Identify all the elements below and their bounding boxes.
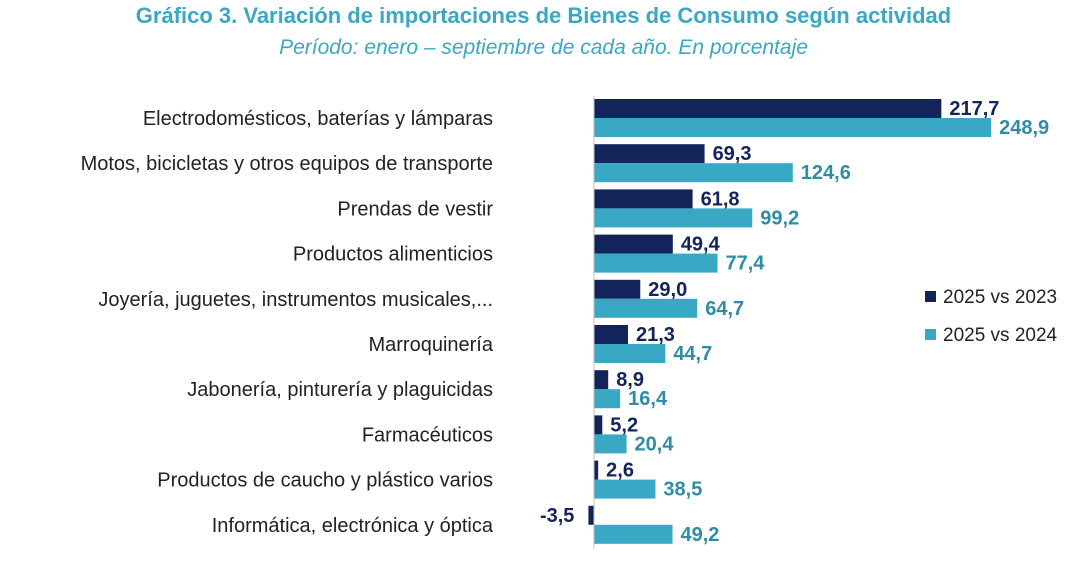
bar-2025-vs-2024 [594,344,666,363]
bar-2025-vs-2023 [594,234,673,254]
chart-subtitle: Período: enero – septiembre de cada año.… [279,36,808,59]
data-label: 77,4 [725,253,765,275]
data-label: 29,0 [648,279,687,301]
data-label: 61,8 [701,188,740,210]
legend-label: 2025 vs 2024 [943,325,1058,346]
category-label: Informática, electrónica y óptica [212,515,494,537]
data-label: 49,4 [681,234,721,256]
bar-2025-vs-2023 [594,144,705,164]
bar-2025-vs-2024 [594,163,793,183]
category-label: Joyería, juguetes, instrumentos musicale… [98,289,493,311]
legend-swatch [925,329,936,340]
data-label: 64,7 [705,298,744,320]
data-label: 21,3 [636,324,675,346]
bar-2025-vs-2023 [594,460,599,480]
data-label: 20,4 [635,433,675,455]
data-label: 217,7 [949,98,999,120]
category-label: Electrodomésticos, baterías y lámparas [143,108,493,130]
bar-2025-vs-2024 [594,524,673,544]
data-label: 5,2 [610,414,638,436]
category-label: Marroquinería [368,334,493,356]
data-label: -3,5 [540,505,574,527]
bar-2025-vs-2023 [594,370,609,390]
bar-2025-vs-2023 [594,189,693,209]
legend-swatch [925,291,936,302]
category-label: Productos de caucho y plástico varios [157,470,493,492]
bar-2025-vs-2024 [594,298,698,318]
data-label: 99,2 [760,207,799,229]
bar-2025-vs-2024 [594,118,992,137]
data-label: 16,4 [628,388,668,410]
bar-2025-vs-2024 [594,389,621,409]
category-label: Prendas de vestir [337,198,493,220]
category-label: Motos, bicicletas y otros equipos de tra… [81,153,493,175]
bar-2025-vs-2024 [594,434,627,454]
bar-2025-vs-2023 [588,505,594,525]
data-label: 69,3 [713,143,752,165]
legend-label: 2025 vs 2023 [943,287,1057,308]
category-label: Jabonería, pinturería y plaguicidas [187,379,493,401]
bar-2025-vs-2023 [594,99,942,118]
data-label: 124,6 [801,162,851,184]
category-label: Farmacéuticos [362,424,493,446]
bar-2025-vs-2024 [594,208,753,228]
category-label: Productos alimenticios [293,244,493,266]
data-label: 248,9 [999,117,1049,139]
data-label: 2,6 [606,460,634,482]
data-label: 38,5 [663,479,702,501]
chart-title: Gráfico 3. Variación de importaciones de… [135,3,952,28]
bar-2025-vs-2023 [594,415,603,435]
bar-2025-vs-2024 [594,479,656,499]
data-label: 49,2 [680,524,719,546]
bar-2025-vs-2023 [594,325,628,344]
bar-2025-vs-2024 [594,253,718,273]
bar-2025-vs-2023 [594,279,641,299]
data-label: 44,7 [673,343,712,365]
data-label: 8,9 [616,369,644,391]
